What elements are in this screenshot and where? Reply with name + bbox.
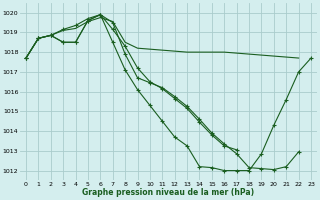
X-axis label: Graphe pression niveau de la mer (hPa): Graphe pression niveau de la mer (hPa) (83, 188, 255, 197)
